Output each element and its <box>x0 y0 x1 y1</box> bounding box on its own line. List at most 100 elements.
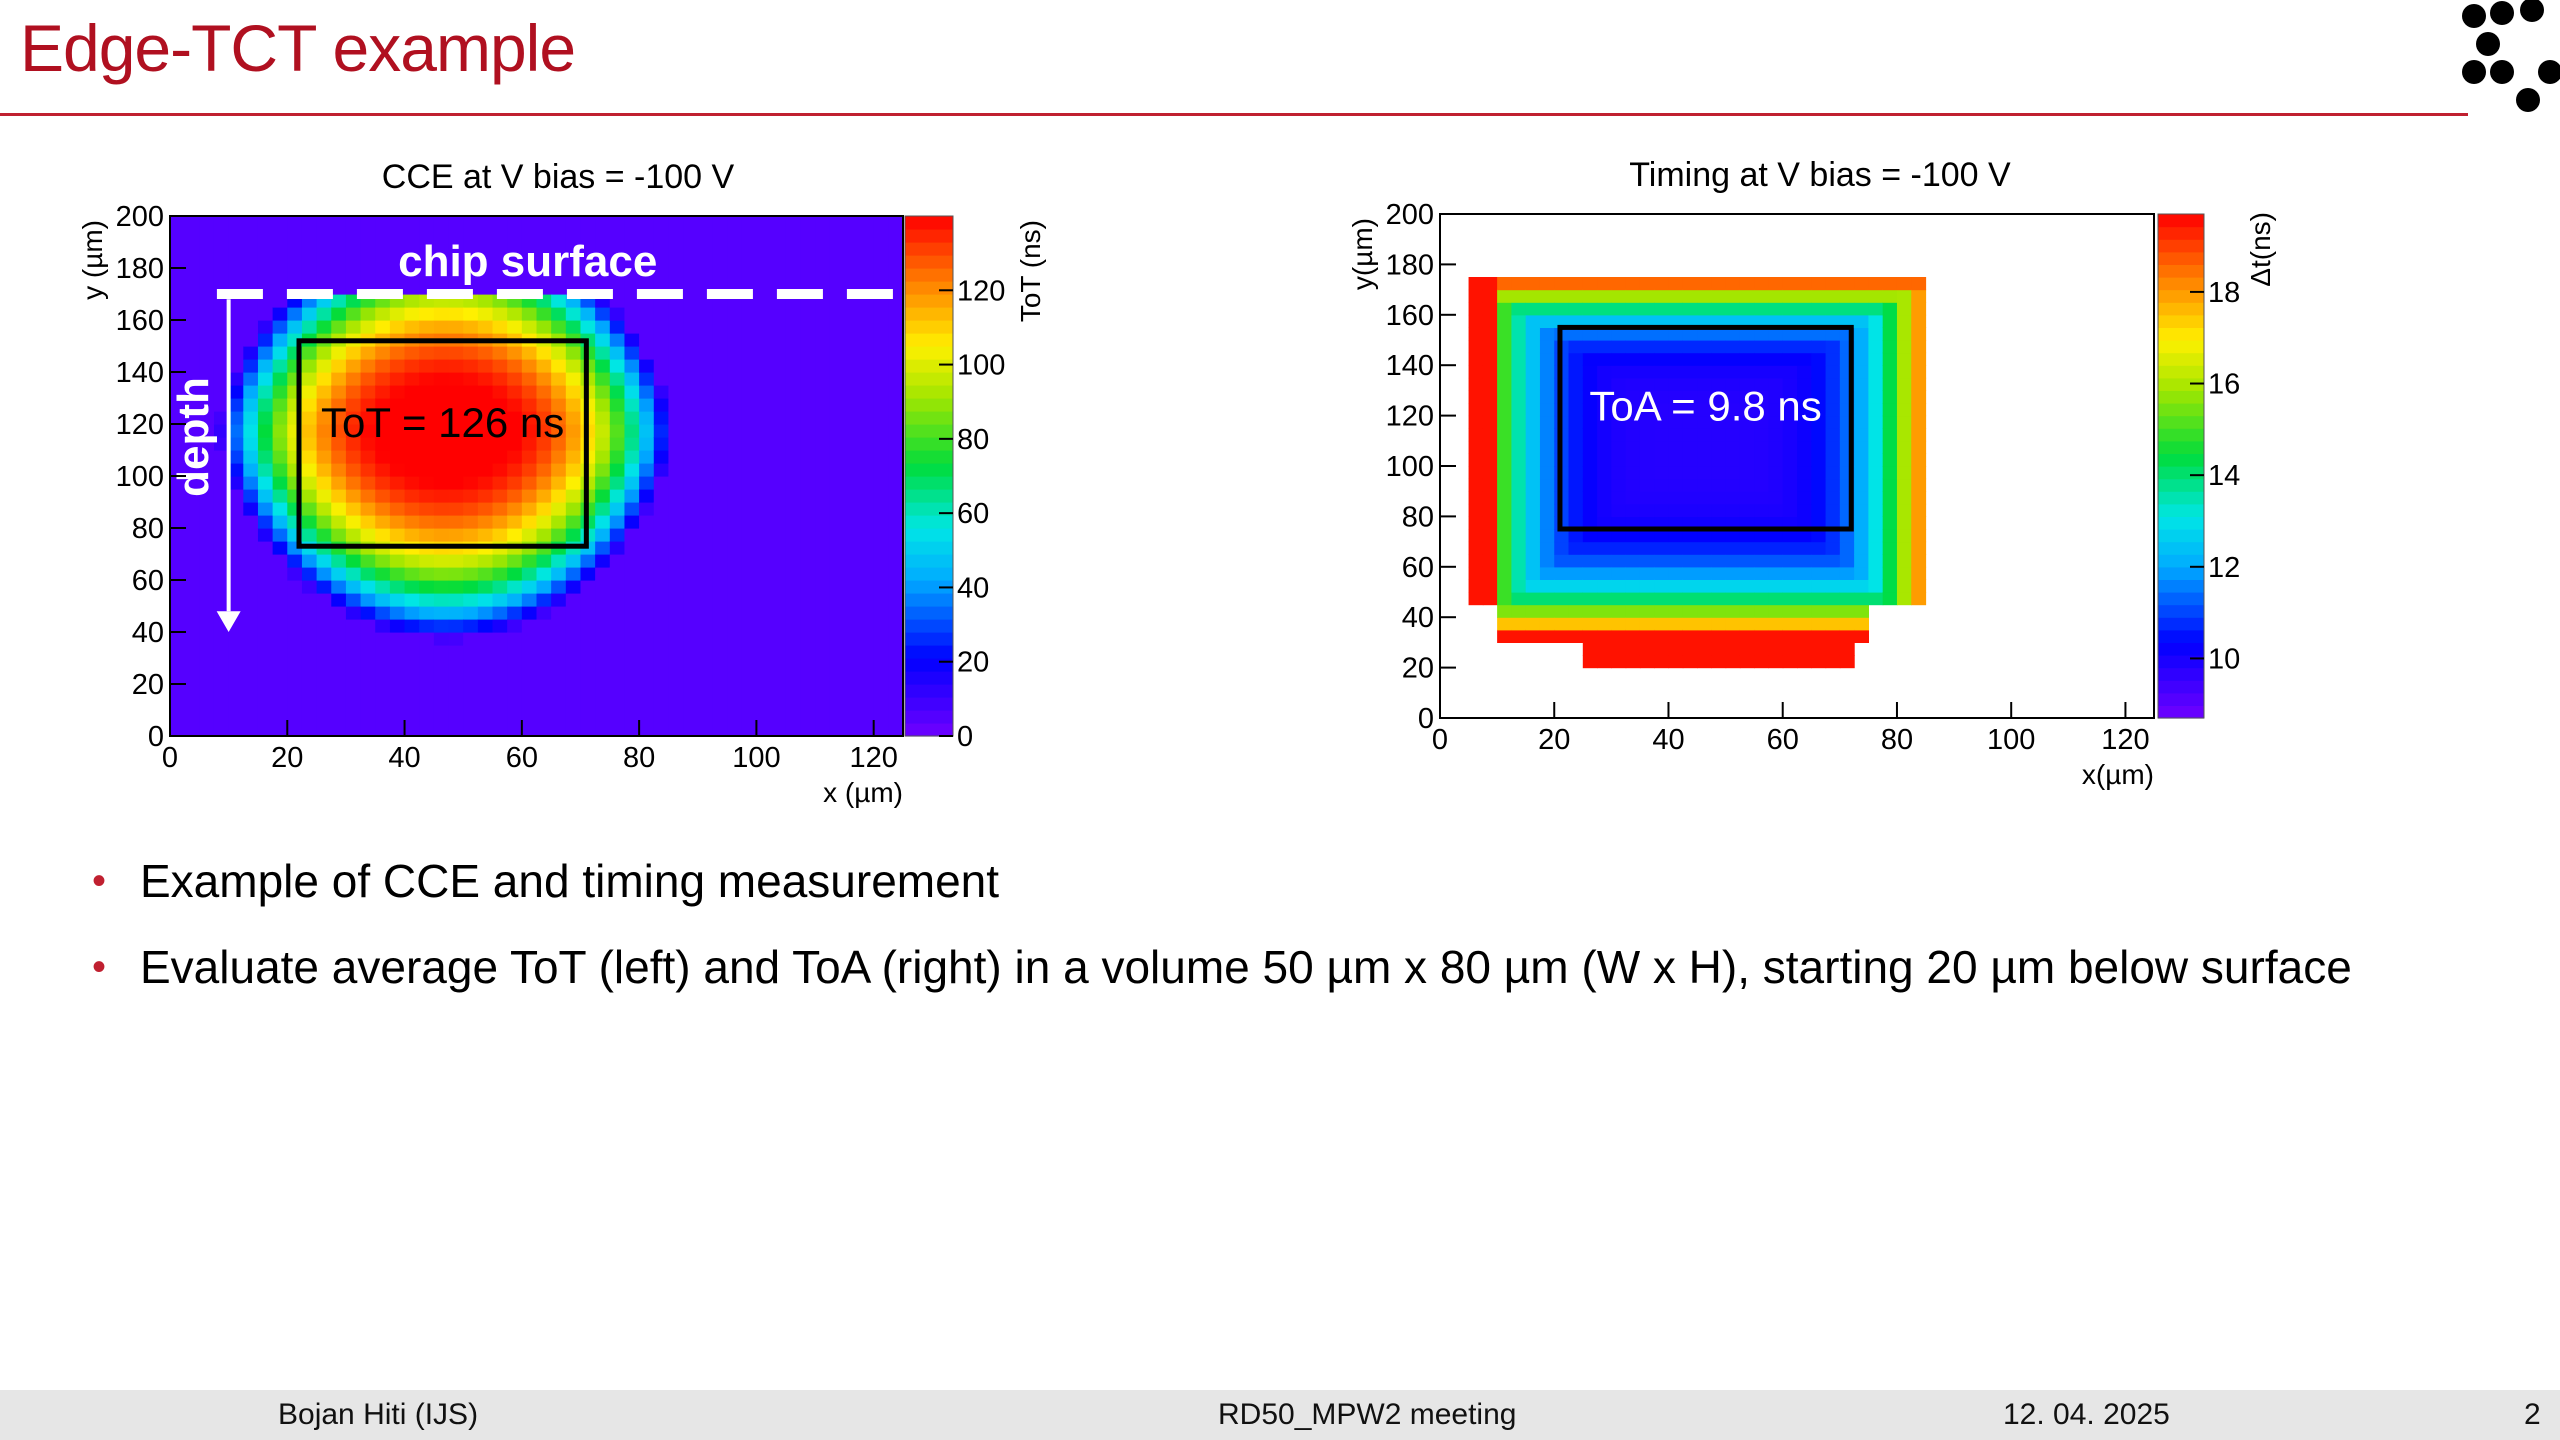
heatmap-cell <box>492 320 508 334</box>
heatmap-cell <box>697 476 714 490</box>
heatmap-cell <box>287 645 303 659</box>
heatmap-cell <box>316 450 332 464</box>
heatmap-cell <box>888 710 904 724</box>
heatmap-cell <box>404 320 420 334</box>
heatmap-cell <box>653 320 670 334</box>
heatmap-cell <box>771 489 787 503</box>
heatmap-cell <box>1597 516 1612 530</box>
heatmap-cell <box>1911 277 1927 291</box>
heatmap-cell <box>1754 377 1770 391</box>
heatmap-cell <box>199 242 215 256</box>
heatmap-cell <box>404 723 420 737</box>
heatmap-cell <box>1654 403 1670 417</box>
colorbar-tick-label: 10 <box>2208 643 2240 675</box>
heatmap-cell <box>1782 466 1798 480</box>
heatmap-cell <box>345 645 362 659</box>
heatmap-cell <box>257 710 274 724</box>
heatmap-cell <box>433 528 450 542</box>
heatmap-cell <box>859 307 875 321</box>
heatmap-cell <box>1682 314 1698 328</box>
heatmap-cell <box>170 710 186 724</box>
heatmap-cell <box>463 567 479 581</box>
bullet-item: • Example of CCE and timing measurement <box>92 838 2352 924</box>
heatmap-cell <box>521 645 538 659</box>
colorbar-cell <box>905 671 953 685</box>
heatmap-cell <box>683 255 699 269</box>
heatmap-cell <box>624 255 640 269</box>
heatmap-cell <box>375 658 391 672</box>
heatmap-cell <box>331 242 347 256</box>
heatmap-cell <box>1611 529 1627 543</box>
heatmap-cell <box>1568 592 1584 606</box>
heatmap-cell <box>404 710 420 724</box>
heatmap-cell <box>815 489 831 503</box>
heatmap-cell <box>404 424 420 438</box>
heatmap-cell <box>697 606 714 620</box>
heatmap-cell <box>507 268 523 282</box>
heatmap-cell <box>551 528 567 542</box>
heatmap-cell <box>375 671 391 685</box>
heatmap-cell <box>1568 604 1584 618</box>
heatmap-cell <box>1882 352 1898 366</box>
heatmap-cell <box>697 489 714 503</box>
heatmap-cell <box>712 424 728 438</box>
heatmap-cell <box>331 710 347 724</box>
chart-title: CCE at V bias = -100 V <box>382 158 735 196</box>
heatmap-cell <box>785 658 801 672</box>
heatmap-cell <box>331 437 347 451</box>
heatmap-cell <box>1582 340 1598 354</box>
heatmap-cell <box>741 671 757 685</box>
heatmap-cell <box>228 684 244 698</box>
heatmap-cell <box>331 502 347 516</box>
heatmap-cell <box>1797 440 1812 454</box>
colorbar-cell <box>905 632 953 646</box>
heatmap-cell <box>712 320 728 334</box>
heatmap-cell <box>228 242 244 256</box>
heatmap-cell <box>536 632 552 646</box>
heatmap-cell <box>228 463 244 477</box>
heatmap-cell <box>389 502 406 516</box>
heatmap-cell <box>1711 302 1727 316</box>
heatmap-cell <box>668 437 684 451</box>
heatmap-cell <box>1754 516 1770 530</box>
heatmap-cell <box>184 242 200 256</box>
heatmap-cell <box>287 229 303 243</box>
heatmap-cell <box>272 294 288 308</box>
heatmap-cell <box>829 671 845 685</box>
heatmap-cell <box>668 359 684 373</box>
colorbar-cell <box>2158 642 2204 656</box>
heatmap-cell <box>1725 554 1741 568</box>
heatmap-cell <box>1511 592 1527 606</box>
heatmap-cell <box>624 554 640 568</box>
heatmap-cell <box>375 268 391 282</box>
heatmap-cell <box>1611 592 1627 606</box>
heatmap-cell <box>213 463 230 477</box>
heatmap-cell <box>199 307 215 321</box>
heatmap-cell <box>800 619 816 633</box>
heatmap-cell <box>316 489 332 503</box>
heatmap-cell <box>301 398 318 412</box>
heatmap-cell <box>727 216 743 230</box>
heatmap-cell <box>1754 289 1770 303</box>
heatmap-cell <box>492 710 508 724</box>
heatmap-cell <box>433 489 450 503</box>
heatmap-cell <box>287 554 303 568</box>
heatmap-cell <box>1811 629 1827 643</box>
heatmap-cell <box>785 437 801 451</box>
heatmap-cell <box>331 450 347 464</box>
heatmap-cell <box>595 398 611 412</box>
heatmap-cell <box>433 697 450 711</box>
heatmap-cell <box>419 372 435 386</box>
heatmap-cell <box>815 710 831 724</box>
heatmap-cell <box>1597 617 1612 631</box>
heatmap-cell <box>609 411 626 425</box>
heatmap-cell <box>345 710 362 724</box>
heatmap-cell <box>1697 592 1712 606</box>
heatmap-cell <box>448 580 464 594</box>
heatmap-cell <box>609 294 626 308</box>
heatmap-cell <box>785 645 801 659</box>
heatmap-cell <box>1597 554 1612 568</box>
heatmap-cell <box>829 710 845 724</box>
heatmap-cell <box>375 593 391 607</box>
heatmap-cell <box>741 268 757 282</box>
